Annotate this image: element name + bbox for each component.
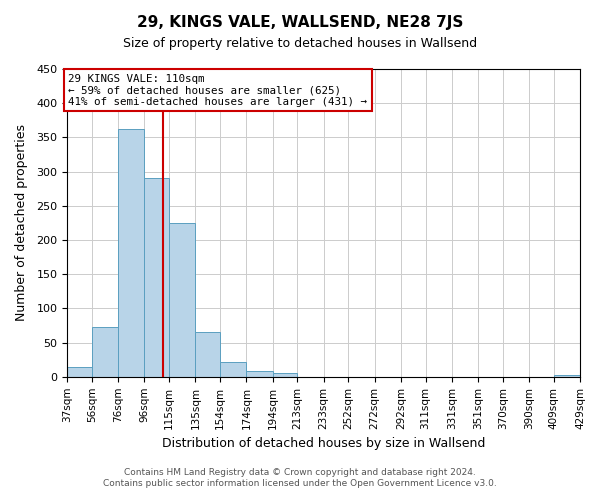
- Bar: [220, 362, 247, 377]
- Bar: [247, 372, 272, 377]
- Bar: [554, 375, 580, 377]
- Text: 29 KINGS VALE: 110sqm
← 59% of detached houses are smaller (625)
41% of semi-det: 29 KINGS VALE: 110sqm ← 59% of detached …: [68, 74, 367, 107]
- X-axis label: Distribution of detached houses by size in Wallsend: Distribution of detached houses by size …: [162, 437, 485, 450]
- Text: Contains HM Land Registry data © Crown copyright and database right 2024.
Contai: Contains HM Land Registry data © Crown c…: [103, 468, 497, 487]
- Y-axis label: Number of detached properties: Number of detached properties: [15, 124, 28, 322]
- Bar: [272, 374, 298, 377]
- Text: 29, KINGS VALE, WALLSEND, NE28 7JS: 29, KINGS VALE, WALLSEND, NE28 7JS: [137, 15, 463, 30]
- Bar: [145, 178, 169, 377]
- Bar: [196, 332, 220, 377]
- Text: Size of property relative to detached houses in Wallsend: Size of property relative to detached ho…: [123, 38, 477, 51]
- Bar: [92, 327, 118, 377]
- Bar: [118, 129, 145, 377]
- Bar: [67, 366, 92, 377]
- Bar: [169, 223, 196, 377]
